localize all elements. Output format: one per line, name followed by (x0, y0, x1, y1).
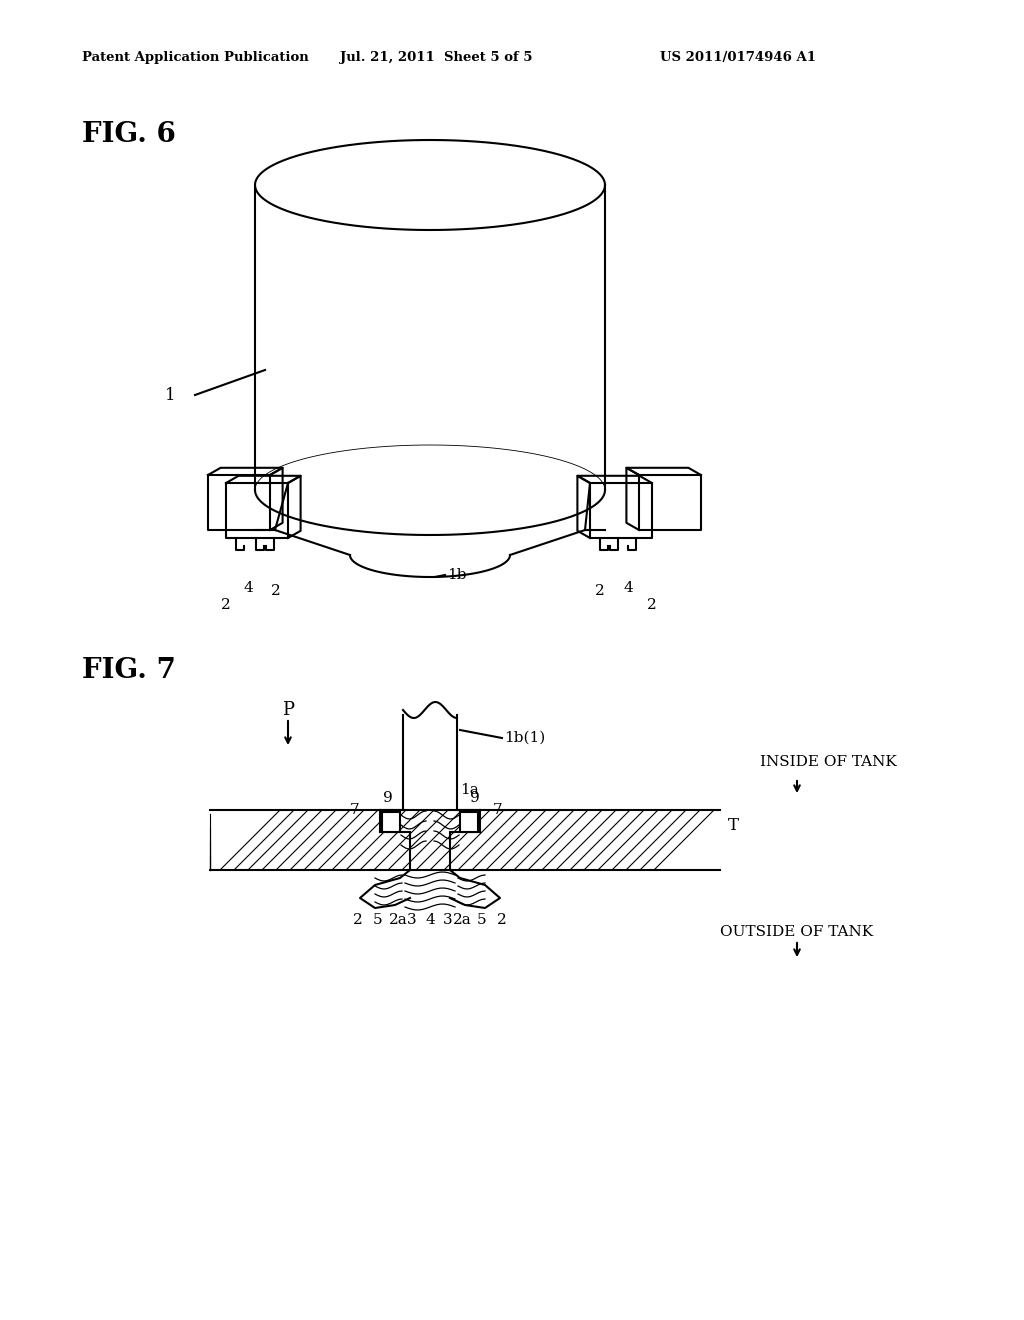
Text: 2: 2 (271, 583, 281, 598)
Text: 2: 2 (497, 913, 507, 927)
Text: US 2011/0174946 A1: US 2011/0174946 A1 (660, 51, 816, 65)
Text: OUTSIDE OF TANK: OUTSIDE OF TANK (720, 925, 873, 939)
Text: 7: 7 (494, 803, 503, 817)
Text: 7: 7 (350, 803, 359, 817)
Text: 3: 3 (408, 913, 417, 927)
Bar (460, 812, 478, 832)
Text: 2a: 2a (453, 913, 471, 927)
Text: 3: 3 (443, 913, 453, 927)
Text: 1: 1 (165, 387, 176, 404)
Text: 5: 5 (373, 913, 383, 927)
Text: P: P (282, 701, 294, 719)
Text: 2: 2 (353, 913, 362, 927)
Bar (382, 812, 400, 832)
Text: 1b: 1b (447, 568, 467, 582)
Text: T: T (728, 817, 739, 833)
Text: 1b(1): 1b(1) (504, 731, 545, 744)
Text: INSIDE OF TANK: INSIDE OF TANK (760, 755, 897, 770)
Text: 1a: 1a (460, 783, 479, 797)
Text: 9: 9 (470, 791, 480, 805)
Text: 4: 4 (243, 581, 253, 595)
Text: 4: 4 (624, 581, 633, 595)
Text: 2: 2 (595, 583, 605, 598)
Text: FIG. 7: FIG. 7 (82, 656, 176, 684)
Text: 2a: 2a (389, 913, 408, 927)
Text: FIG. 6: FIG. 6 (82, 121, 176, 149)
Text: 5: 5 (477, 913, 486, 927)
Text: 9: 9 (383, 791, 393, 805)
Text: 4: 4 (425, 913, 435, 927)
Text: 2: 2 (221, 598, 230, 612)
Text: 2: 2 (647, 598, 656, 612)
Text: Patent Application Publication: Patent Application Publication (82, 51, 309, 65)
Text: Jul. 21, 2011  Sheet 5 of 5: Jul. 21, 2011 Sheet 5 of 5 (340, 51, 532, 65)
